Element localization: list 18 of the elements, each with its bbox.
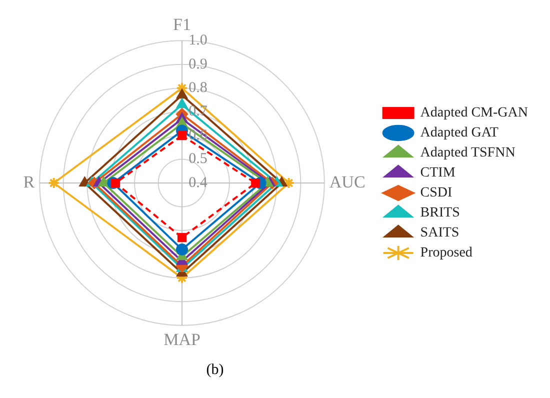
spoke-label: F1	[173, 14, 191, 34]
spoke-label: MAP	[164, 330, 200, 350]
y-tick-label: 0.5	[188, 151, 208, 168]
y-tick-label: 1.0	[188, 32, 208, 49]
spoke-label: R	[23, 172, 36, 192]
legend-label: Adapted CM-GAN	[420, 106, 528, 121]
legend-label: Proposed	[420, 246, 472, 261]
text: (b)	[205, 362, 225, 379]
legend-label: Adapted GAT	[420, 126, 499, 141]
legend-label: CTIM	[420, 166, 456, 181]
legend-label: Adapted TSFNN	[420, 146, 516, 161]
legend-label: BRITS	[420, 206, 460, 221]
y-tick-label: 0.4	[188, 174, 208, 191]
legend-label: SAITS	[420, 226, 460, 241]
legend-label: CSDI	[420, 186, 453, 201]
y-tick-label: 0.8	[188, 80, 208, 96]
spoke-label: AUC	[329, 172, 366, 192]
y-tick-label: 0.9	[188, 56, 208, 72]
